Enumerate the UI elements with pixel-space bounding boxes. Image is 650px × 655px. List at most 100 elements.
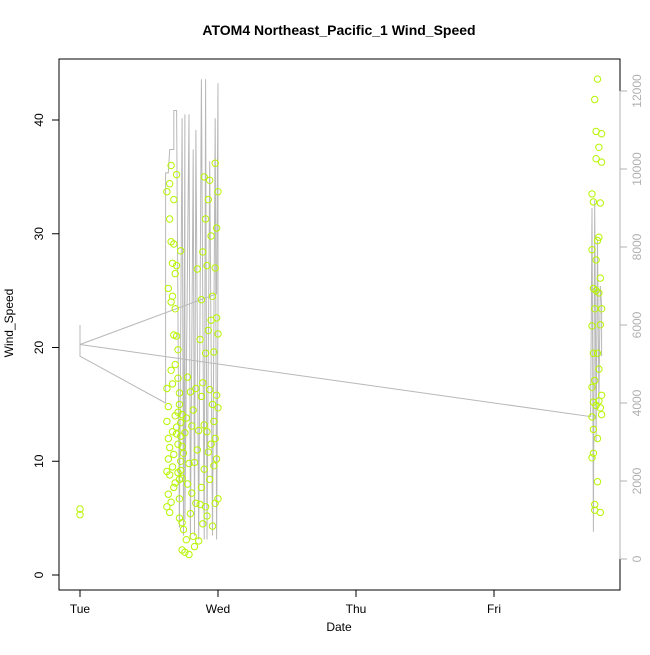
scatter-point	[206, 176, 214, 185]
scatter-point	[210, 417, 218, 426]
scatter-point	[172, 332, 181, 340]
scatter-point	[76, 505, 84, 513]
scatter-point	[166, 443, 174, 452]
scatter-point	[211, 264, 219, 272]
scatter-point	[593, 478, 602, 486]
scatter-point	[167, 161, 175, 170]
scatter-point	[201, 215, 210, 223]
scatter-point	[181, 548, 189, 556]
x-axis-label: Date	[326, 620, 352, 634]
scatter-point	[208, 522, 217, 530]
scatter-point	[175, 389, 184, 397]
scatter-point	[199, 248, 207, 256]
scatter-point	[192, 499, 200, 507]
scatter-point	[196, 335, 204, 344]
scatter-point	[596, 404, 604, 412]
scatter-point	[200, 173, 208, 181]
scatter-point	[171, 269, 179, 278]
scatter-point	[175, 495, 184, 503]
scatter-point	[164, 490, 173, 498]
scatter-point	[593, 434, 602, 443]
scatter-point	[163, 384, 171, 393]
series-layer	[76, 75, 606, 559]
scatter-point	[185, 459, 193, 468]
scatter-point	[170, 195, 178, 204]
scatter-point	[174, 374, 182, 382]
scatter-point	[164, 284, 173, 293]
scatter-point	[593, 349, 602, 357]
y-tick-label: 10	[32, 454, 46, 468]
chart-title: ATOM4 Northeast_Pacific_1 Wind_Speed	[202, 22, 475, 38]
scatter-point	[597, 305, 606, 313]
scatter-point	[177, 457, 185, 465]
scatter-point	[201, 503, 210, 511]
scatter-point	[588, 413, 596, 421]
scatter-point	[588, 190, 596, 198]
scatter-point	[595, 143, 603, 152]
x-tick-label: Fri	[487, 602, 501, 616]
scatter-point	[212, 224, 221, 232]
scatter-point	[197, 483, 206, 492]
scatter-point	[163, 417, 171, 426]
y2-tick-label: 10000	[630, 152, 644, 186]
scatter-point	[181, 429, 189, 437]
scatter-point	[204, 195, 213, 204]
scatter-point	[589, 425, 598, 434]
scatter-point	[588, 322, 596, 330]
scatter-point	[166, 215, 174, 223]
scatter-point	[177, 418, 185, 427]
scatter-point	[212, 314, 221, 322]
scatter-point	[204, 448, 213, 456]
scatter-point	[199, 379, 207, 387]
scatter-point	[164, 455, 173, 463]
scatter-point	[207, 440, 215, 448]
scatter-point	[212, 391, 221, 399]
scatter-point	[183, 373, 192, 381]
scatter-point	[591, 95, 599, 104]
scatter-point	[199, 520, 207, 528]
y-tick-label: 0	[32, 571, 46, 578]
scatter-point	[192, 384, 200, 393]
scatter-point	[174, 408, 182, 416]
scatter-point	[208, 400, 217, 409]
scatter-point	[168, 292, 177, 300]
scatter-point	[211, 159, 219, 167]
scatter-point	[214, 404, 222, 412]
scatter-point	[592, 155, 600, 163]
scatter-point	[595, 233, 603, 241]
scatter-point	[206, 475, 214, 484]
scatter-point	[589, 349, 598, 357]
scatter-point	[170, 450, 178, 459]
scatter-point	[210, 348, 218, 356]
scatter-point	[177, 466, 185, 475]
x-tick-label: Wed	[206, 602, 230, 616]
y-axis: 0 10 20 30 40	[32, 113, 60, 578]
scatter-point	[596, 508, 604, 517]
y-tick-label: 40	[32, 113, 46, 127]
scatter-point	[197, 296, 206, 304]
scatter-point	[211, 434, 219, 443]
y2-tick-label: 12000	[630, 74, 644, 108]
scatter-point	[596, 199, 604, 207]
scatter-point	[597, 410, 606, 419]
scatter-point	[179, 449, 188, 457]
scatter-point	[171, 360, 179, 369]
scatter-point	[592, 256, 600, 264]
y2-tick-label: 0	[630, 555, 644, 562]
plot-frame	[58, 58, 621, 591]
x-axis: Tue Wed Thu Fri	[70, 589, 501, 616]
scatter-point	[168, 380, 177, 388]
scatter-point	[195, 426, 203, 435]
scatter-point	[588, 383, 596, 391]
scatter-point	[182, 536, 191, 544]
scatter-point	[193, 265, 202, 273]
scatter-point	[206, 385, 214, 394]
scatter-point	[170, 240, 178, 248]
scatter-point	[214, 330, 222, 338]
scatter-point	[188, 422, 196, 430]
scatter-point	[201, 349, 210, 357]
y2-tick-label: 8000	[630, 233, 644, 260]
scatter-point	[193, 446, 202, 454]
scatter-point	[208, 292, 217, 300]
